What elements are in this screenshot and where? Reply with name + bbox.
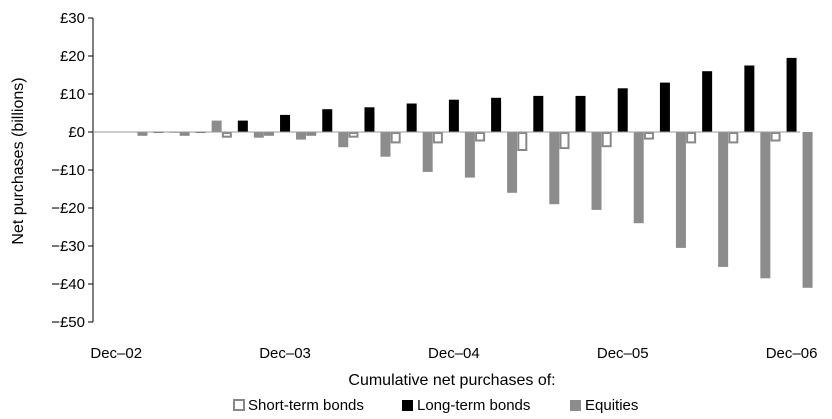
bar-short-term-bonds-mar-03 xyxy=(137,132,148,136)
y-ticks-group: £30 £20 £10 £0 −£10 −£20 −£30 −£40 −£50 xyxy=(51,10,93,331)
bar-short-term-bonds-mar-04 xyxy=(306,132,317,136)
bar-long-term-bonds-jun-05 xyxy=(533,95,544,132)
legend-swatch-equities xyxy=(570,400,581,411)
bar-long-term-bonds-sep-03 xyxy=(237,120,248,132)
legend-label-long-term-bonds: Long-term bonds xyxy=(417,397,530,414)
bars-group xyxy=(137,57,813,288)
bar-equities-dec-05 xyxy=(633,132,644,224)
y-tick-label: −£40 xyxy=(51,276,85,293)
y-tick-label: −£30 xyxy=(51,238,85,255)
bar-short-term-bonds-sep-04 xyxy=(390,132,401,144)
bar-short-term-bonds-jun-06 xyxy=(686,132,697,144)
legend-swatch-short-term-bonds xyxy=(233,399,245,411)
y-axis-title: Net purchases (billions) xyxy=(10,77,27,244)
bar-short-term-bonds-sep-03 xyxy=(221,132,232,138)
bar-short-term-bonds-sep-06 xyxy=(728,132,739,144)
bar-long-term-bonds-mar-05 xyxy=(491,97,502,132)
x-tick-label: Dec–04 xyxy=(428,345,480,362)
bar-long-term-bonds-sep-04 xyxy=(406,103,417,132)
axes-group xyxy=(92,18,800,322)
y-tick-label: −£50 xyxy=(51,314,85,331)
bar-short-term-bonds-mar-05 xyxy=(475,132,486,142)
bar-long-term-bonds-jun-06 xyxy=(702,71,713,132)
bar-long-term-bonds-jun-04 xyxy=(364,107,375,132)
y-tick-label: £30 xyxy=(60,10,85,27)
x-axis-title: Cumulative net purchases of: xyxy=(348,372,555,389)
y-tick-label: −£10 xyxy=(51,162,85,179)
bar-equities-mar-05 xyxy=(507,132,518,193)
bar-equities-jun-03 xyxy=(211,120,222,132)
y-tick-label: £0 xyxy=(68,124,85,141)
bar-short-term-bonds-dec-06 xyxy=(770,132,781,142)
bar-equities-mar-04 xyxy=(338,132,349,148)
legend-label-short-term-bonds: Short-term bonds xyxy=(248,397,364,414)
bar-equities-sep-04 xyxy=(422,132,433,172)
bar-long-term-bonds-dec-04 xyxy=(448,99,459,132)
bar-equities-jun-04 xyxy=(380,132,391,157)
legend-swatch-long-term-bonds xyxy=(402,400,413,411)
bar-short-term-bonds-mar-06 xyxy=(643,132,654,140)
bar-short-term-bonds-jun-05 xyxy=(517,132,528,151)
bar-equities-jun-06 xyxy=(718,132,729,267)
bar-equities-dec-06 xyxy=(802,132,813,288)
bar-long-term-bonds-dec-03 xyxy=(280,114,291,132)
x-tick-label: Dec–05 xyxy=(597,345,649,362)
y-tick-label: −£20 xyxy=(51,200,85,217)
bar-long-term-bonds-dec-05 xyxy=(617,88,628,132)
bar-long-term-bonds-sep-06 xyxy=(744,65,755,132)
bar-equities-sep-03 xyxy=(253,132,264,138)
bar-long-term-bonds-mar-06 xyxy=(659,82,670,132)
bar-short-term-bonds-dec-04 xyxy=(432,132,443,144)
bar-short-term-bonds-jun-04 xyxy=(348,132,359,138)
bar-equities-dec-03 xyxy=(296,132,307,140)
x-tick-label: Dec–02 xyxy=(90,345,142,362)
y-tick-label: £10 xyxy=(60,86,85,103)
legend-label-equities: Equities xyxy=(585,397,638,414)
y-tick-label: £20 xyxy=(60,48,85,65)
bar-long-term-bonds-sep-05 xyxy=(575,95,586,132)
bar-long-term-bonds-mar-04 xyxy=(322,109,333,132)
x-ticks-group: Dec–02 Dec–03 Dec–04 Dec–05 Dec–06 xyxy=(90,345,817,362)
bar-equities-sep-06 xyxy=(760,132,771,279)
x-tick-label: Dec–03 xyxy=(259,345,311,362)
bar-short-term-bonds-dec-03 xyxy=(264,132,275,136)
bar-equities-mar-06 xyxy=(675,132,686,248)
bar-short-term-bonds-dec-05 xyxy=(601,132,612,148)
bar-equities-sep-05 xyxy=(591,132,602,210)
bar-short-term-bonds-jun-03 xyxy=(179,132,190,136)
bar-equities-jun-05 xyxy=(549,132,560,205)
bar-equities-dec-04 xyxy=(464,132,475,178)
bar-short-term-bonds-sep-05 xyxy=(559,132,570,150)
legend: Short-term bonds Long-term bonds Equitie… xyxy=(233,397,638,414)
bar-long-term-bonds-dec-06 xyxy=(786,57,797,132)
x-tick-label: Dec–06 xyxy=(766,345,818,362)
